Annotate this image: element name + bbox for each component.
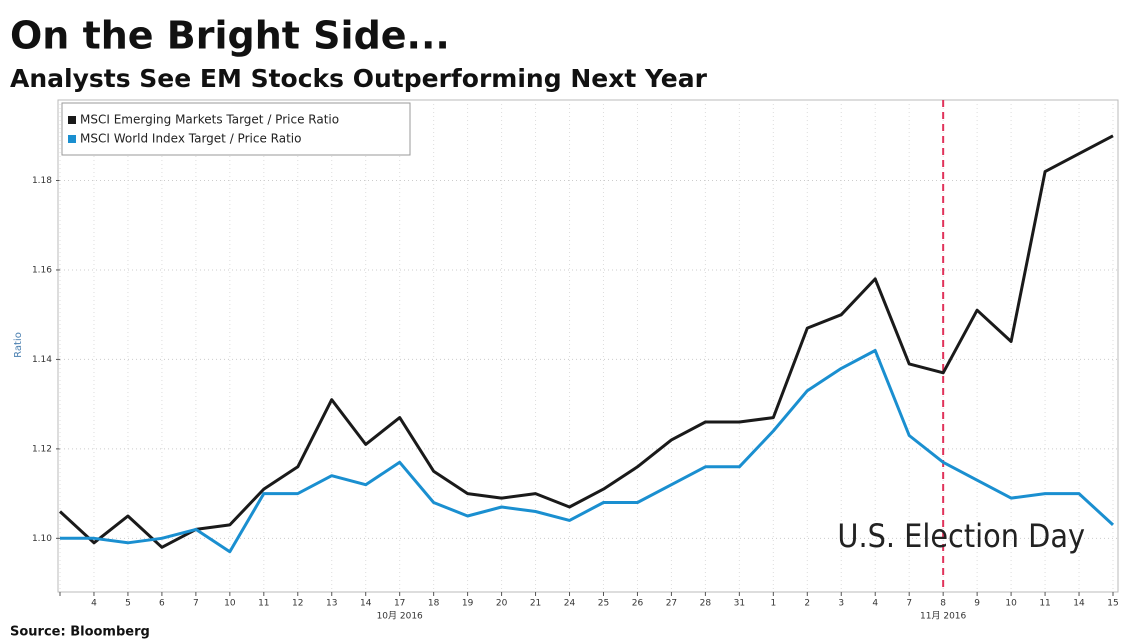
source: Source: Bloomberg bbox=[10, 625, 150, 640]
x-tick-label: 28 bbox=[700, 599, 712, 609]
x-tick-label: 17 bbox=[394, 599, 405, 609]
x-tick-label: 4 bbox=[872, 599, 878, 609]
x-tick-label: 11 bbox=[258, 599, 269, 609]
x-tick-label: 7 bbox=[193, 599, 199, 609]
x-tick-label: 2 bbox=[804, 599, 810, 609]
x-tick-label: 24 bbox=[564, 599, 576, 609]
series-line bbox=[60, 349, 1115, 554]
x-tick-label: 4 bbox=[91, 599, 97, 609]
x-tick-label: 11 bbox=[1039, 599, 1050, 609]
x-tick-label: 5 bbox=[125, 599, 131, 609]
x-tick-label: 19 bbox=[462, 599, 474, 609]
x-tick-label: 9 bbox=[974, 599, 980, 609]
x-tick-label: 6 bbox=[159, 599, 165, 609]
x-tick-label: 7 bbox=[906, 599, 912, 609]
plot-frame bbox=[57, 99, 1119, 593]
y-tick-label: 1.14 bbox=[32, 355, 52, 365]
legend-box bbox=[61, 102, 411, 156]
x-tick-label: 20 bbox=[496, 599, 508, 609]
legend-label: MSCI Emerging Markets Target / Price Rat… bbox=[80, 113, 339, 127]
month-label: 11月 2016 bbox=[920, 611, 966, 622]
y-tick-label: 1.18 bbox=[32, 176, 52, 186]
y-tick-label: 1.10 bbox=[32, 534, 52, 544]
y-axis-label: Ratio bbox=[13, 332, 24, 358]
x-tick-label: 18 bbox=[428, 599, 440, 609]
x-tick-label: 10 bbox=[224, 599, 236, 609]
x-tick-label: 27 bbox=[666, 599, 677, 609]
x-tick-label: 21 bbox=[530, 599, 541, 609]
legend-swatch bbox=[68, 116, 76, 124]
x-tick-label: 1 bbox=[770, 599, 776, 609]
chart-subtitle: Analysts See EM Stocks Outperforming Nex… bbox=[10, 64, 708, 93]
x-tick-label: 31 bbox=[734, 599, 745, 609]
month-label: 10月 2016 bbox=[377, 611, 423, 622]
annotation: U.S. Election Day bbox=[837, 517, 1085, 555]
x-tick-label: 26 bbox=[632, 599, 644, 609]
x-tick-label: 12 bbox=[292, 599, 303, 609]
chart-title: On the Bright Side... bbox=[10, 14, 450, 58]
y-tick-label: 1.12 bbox=[32, 444, 52, 454]
x-tick-label: 13 bbox=[326, 599, 337, 609]
x-tick-label: 10 bbox=[1005, 599, 1017, 609]
legend-swatch bbox=[68, 135, 76, 143]
series-line bbox=[58, 134, 1114, 549]
x-tick-label: 3 bbox=[838, 599, 844, 609]
x-tick-label: 15 bbox=[1107, 599, 1118, 609]
x-tick-label: 25 bbox=[598, 599, 609, 609]
x-tick-label: 14 bbox=[1073, 599, 1085, 609]
x-tick-label: 14 bbox=[360, 599, 372, 609]
y-tick-label: 1.16 bbox=[32, 265, 52, 275]
legend-label: MSCI World Index Target / Price Ratio bbox=[80, 132, 301, 146]
x-tick-label: 8 bbox=[940, 599, 946, 609]
